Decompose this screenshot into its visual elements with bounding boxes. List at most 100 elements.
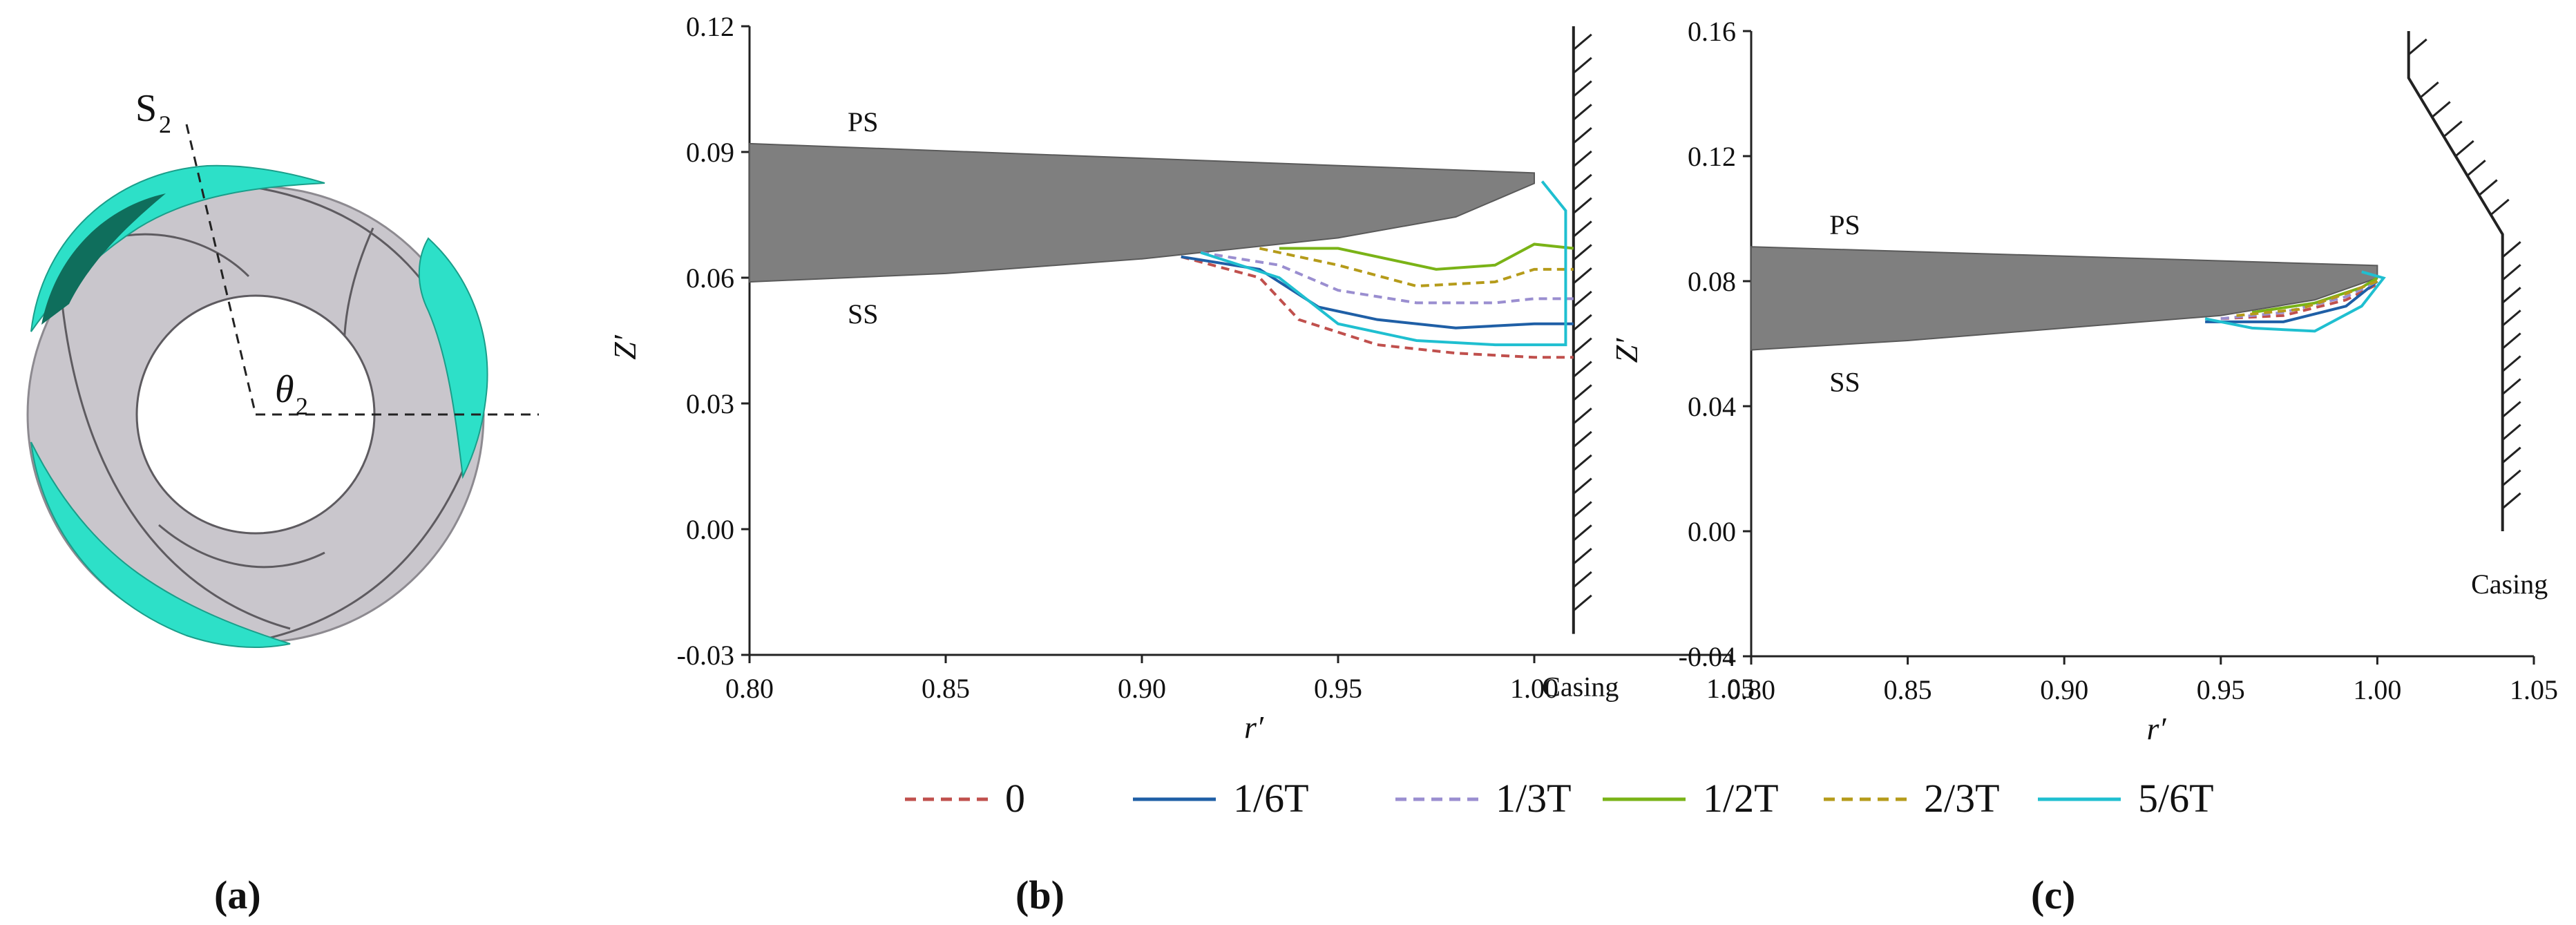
series-line-0 (1181, 255, 1574, 359)
casing-hatch (1572, 594, 1592, 611)
x-axis-label: r′ (2147, 711, 2167, 746)
casing-hatch (1572, 501, 1592, 518)
legend-label: 5/6T (2138, 776, 2214, 821)
casing-hatch (2501, 287, 2521, 304)
casing-hatch (2501, 332, 2521, 350)
series-line-1-3t (2220, 280, 2378, 321)
casing-hatch (1572, 150, 1592, 168)
legend-label: 1/3T (1496, 776, 1572, 821)
casing-hatch (1572, 337, 1592, 354)
casing-hatch (1572, 80, 1592, 97)
y-tick-label: 0.08 (1688, 266, 1736, 297)
angle-label: θ (275, 368, 294, 411)
series-line-5-6t (2204, 270, 2386, 333)
y-tick-label: 0.04 (1688, 391, 1736, 422)
impeller-diagram: S 2 θ 2 (26, 87, 539, 648)
y-tick-label: 0.12 (1688, 141, 1736, 172)
y-tick-label: 0.12 (686, 11, 734, 42)
casing-label: Casing (1542, 671, 1619, 703)
casing-hatch (1572, 384, 1592, 401)
y-tick-label: 0.09 (686, 137, 734, 168)
casing-hatch (2501, 469, 2521, 487)
x-tick-label: 0.80 (1727, 674, 1775, 705)
casing-hatch (1572, 33, 1592, 50)
chart-c: 0.80 0.85 0.90 0.95 1.00 1.05-0.040.000.040.0… (1609, 16, 2558, 746)
casing-hatch (1572, 408, 1592, 425)
section-label: S (135, 87, 157, 130)
suction-side-label: SS (848, 298, 879, 330)
series-line-1-6t (2205, 280, 2378, 323)
series-line-5-6t (1200, 180, 1567, 347)
y-tick-label: 0.03 (686, 388, 734, 419)
casing-hatch (1572, 244, 1592, 261)
casing-hatch (1572, 524, 1592, 542)
casing-hatch (1572, 361, 1592, 378)
panel-label-b: (b) (1015, 872, 1065, 917)
y-axis-label: Z′ (1609, 338, 1644, 363)
panel-label-c: (c) (2031, 872, 2075, 917)
casing-hatch (2501, 492, 2521, 510)
legend-label: 1/2T (1703, 776, 1779, 821)
series-line-1-3t (1200, 251, 1574, 305)
suction-side-label: SS (1829, 367, 1860, 398)
x-tick-label: 0.90 (1118, 673, 1166, 704)
series-line-1-2t (1279, 242, 1574, 271)
chart-b: 0.80 0.85 0.90 0.95 1.00 1.05 -0.03 0.00 0.03 0.0… (607, 11, 1755, 745)
casing-hatch (2407, 38, 2427, 56)
casing-hatch (2443, 120, 2463, 137)
casing-hatch (2501, 378, 2521, 395)
legend-label: 2/3T (1924, 776, 2000, 821)
y-tick-label: 0.00 (686, 514, 734, 545)
casing-hatch (1572, 127, 1592, 144)
casing-label: Casing (2471, 569, 2548, 600)
angle-label-sub: 2 (296, 392, 308, 420)
casing-hatch (2431, 101, 2451, 118)
series-line-1-6t (1181, 255, 1574, 330)
series-line-2-3t (2236, 280, 2378, 317)
y-tick-label: 0.16 (1688, 16, 1736, 47)
casing-hatch (1572, 173, 1592, 191)
x-axis-label: r′ (1244, 709, 1264, 745)
casing-hatch (2501, 309, 2521, 327)
casing-hatch (2501, 264, 2521, 281)
x-tick-label: 1.00 (1510, 673, 1558, 704)
series-line-2-3t (1259, 247, 1574, 288)
blade-section (1750, 246, 2378, 351)
x-tick-label: 0.85 (922, 673, 970, 704)
casing-hatch (1572, 454, 1592, 471)
x-tick-label: 1.05 (2510, 674, 2558, 705)
casing-hatch (1572, 548, 1592, 565)
panel-label-a: (a) (214, 872, 261, 917)
casing-hatch (1572, 220, 1592, 238)
casing-hatch (2419, 82, 2439, 99)
legend: 0 1/6T 1/3T 1/2T 2/3T 5/6T (905, 776, 2214, 821)
casing-hatch (1572, 430, 1592, 448)
x-tick-label: 0.80 (725, 673, 774, 704)
legend-label: 0 (1005, 776, 1025, 821)
casing-hatch (2501, 241, 2521, 258)
casing-hatch (1572, 57, 1592, 74)
casing-hatch (2501, 446, 2521, 464)
y-tick-label: -0.03 (677, 640, 734, 671)
y-tick-label: 0.06 (686, 263, 734, 294)
pressure-side-label: PS (848, 106, 879, 137)
x-tick-label: 1.05 (1706, 673, 1755, 704)
blade-section (749, 142, 1535, 283)
casing-hatch (2466, 160, 2486, 177)
pressure-side-label: PS (1829, 209, 1860, 240)
x-tick-label: 0.90 (2040, 674, 2088, 705)
casing-hatch (1572, 314, 1592, 331)
casing-hatch (2454, 140, 2474, 158)
blade-edge-3 (61, 303, 291, 630)
y-tick-label: 0.00 (1688, 516, 1736, 547)
casing-hatch (1572, 267, 1592, 285)
cavity-region-1 (30, 164, 325, 332)
casing-hatch (2501, 423, 2521, 441)
casing-hatch (1572, 571, 1592, 589)
cavity-region-1-shade (41, 193, 166, 325)
casing-wall (2407, 31, 2504, 531)
casing-hatch (2501, 355, 2521, 372)
casing-hatch (2501, 401, 2521, 418)
casing-hatch (1572, 477, 1592, 495)
